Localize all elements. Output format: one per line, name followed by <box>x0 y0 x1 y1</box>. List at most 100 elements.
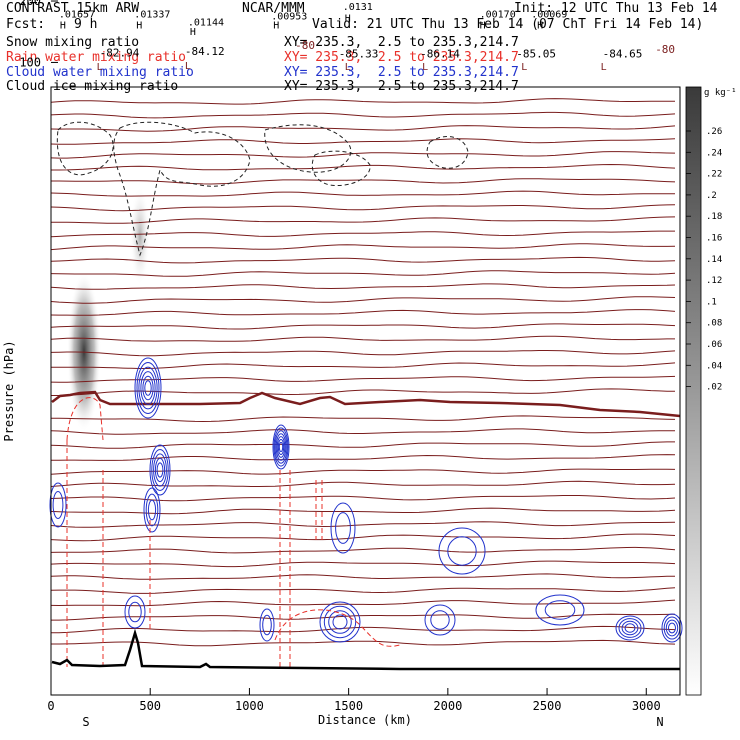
colorbar-gradient <box>685 86 702 696</box>
cloud-water-contour <box>438 527 486 575</box>
valid-time: Valid: 21 UTC Thu 13 Feb 14 (07 ChT Fri … <box>312 17 704 32</box>
model-title: CONTRAST 15km ARW <box>6 1 140 16</box>
x-tick-label: 500 <box>139 699 161 713</box>
isotherm <box>50 350 676 357</box>
field-xy-cloud-water: XY= 235.3, 2.5 to 235.3,214.7 <box>284 65 519 80</box>
colorbar-tick-label: .14 <box>706 255 722 265</box>
temperature-min-label: -85.05 <box>516 48 556 61</box>
x-tick-label: 1500 <box>334 699 363 713</box>
rain-contour <box>274 609 401 647</box>
organization-label: NCAR/MMM <box>242 1 305 16</box>
field-name-rain: Rain water mixing ratio <box>6 50 187 65</box>
isotherm <box>50 98 675 105</box>
field-xy-rain: XY= 235.3, 2.5 to 235.3,214.7 <box>284 50 519 65</box>
cloud-water-contour <box>259 608 275 642</box>
isotherm <box>51 216 676 224</box>
init-time: Init: 12 UTC Thu 13 Feb 14 <box>514 1 718 16</box>
isotherm-label: -80 <box>295 39 315 52</box>
isotherm <box>50 521 676 528</box>
cloud-ice-label: .00069 <box>531 10 567 21</box>
plot-frame <box>50 86 681 696</box>
cloud-water-contour <box>335 512 351 544</box>
cloud-water-contour <box>276 436 286 458</box>
extremum-mark: L <box>185 61 191 72</box>
temperature-isotherms <box>50 98 676 647</box>
temperature-min-label: -84.65 <box>603 48 643 61</box>
x-tick-label: 0 <box>47 699 54 713</box>
cloud-water-contour <box>424 604 456 636</box>
rain-water-contours <box>66 397 401 667</box>
field-name-cloud-water: Cloud water mixing ratio <box>6 65 194 80</box>
cloud-water-contour <box>128 601 142 623</box>
cloud-water-contour <box>124 595 146 629</box>
extremum-mark: H <box>345 13 351 24</box>
x-tick-label: 2000 <box>433 699 462 713</box>
isotherm <box>50 441 675 449</box>
colorbar-tick-label: .06 <box>706 340 722 350</box>
cloud-ice-label: .00953 <box>271 11 307 22</box>
cloud-water-contour <box>323 605 357 639</box>
isotherm <box>51 163 676 171</box>
colorbar-ticks: .26 .24 .22 .2 .18 .16 .14 .12 .1 .08 .06 .04 .02 <box>686 127 722 393</box>
colorbar-tick-label: .24 <box>706 148 722 158</box>
terrain-surface <box>51 628 680 671</box>
cloud-water-contours <box>49 357 683 643</box>
isotherm <box>50 296 676 304</box>
isotherm <box>51 639 676 647</box>
cloud-ice-label: .01657 <box>59 10 95 21</box>
cloud-water-contour <box>535 594 585 626</box>
extremum-mark: L <box>422 62 428 73</box>
zero-isotherm-line <box>51 390 681 418</box>
header: CONTRAST 15km ARW NCAR/MMM Init: 12 UTC … <box>0 0 740 96</box>
temperature-min-label: -84.12 <box>185 45 225 58</box>
cloud-water-contour <box>144 380 152 396</box>
cloud-water-contour <box>134 357 162 419</box>
terrain-line <box>51 628 680 671</box>
colorbar-tick-label: .26 <box>706 127 722 137</box>
isotherm <box>50 375 676 383</box>
cloud-ice-contours <box>56 121 469 257</box>
rain-contour <box>66 397 104 441</box>
isotherm <box>50 560 676 568</box>
cloud-water-contour <box>49 482 67 528</box>
cloud-water-contour <box>615 615 645 641</box>
temperature-min-label: -82.94 <box>100 46 140 59</box>
cloud-water-contour <box>277 439 285 455</box>
pressure-axis: 1002003004005006007008009001000 <box>19 0 58 69</box>
isotherm <box>50 468 676 475</box>
cloud-water-contour <box>52 491 64 519</box>
colorbar-tick-label: .08 <box>706 319 722 329</box>
isotherm <box>50 573 676 580</box>
cloud-water-contour <box>618 618 642 638</box>
colorbar-tick-label: .1 <box>706 297 717 307</box>
cloud-water-contour <box>330 502 356 554</box>
cloud-water-contour <box>143 487 161 533</box>
extremum-mark: H <box>537 21 543 32</box>
extremum-mark: L <box>521 62 527 73</box>
colorbar-tick-label: .02 <box>706 383 722 393</box>
extremum-mark: L <box>97 62 103 73</box>
cloud-water-contour <box>153 453 167 487</box>
cloud-water-contour <box>544 600 576 620</box>
extremum-mark: H <box>273 21 279 32</box>
isotherm <box>50 111 676 119</box>
cloud-ice-label: .01144 <box>188 18 224 29</box>
cloud-water-contour <box>332 614 348 630</box>
forecast-label: Fcst: <box>6 17 46 32</box>
cloud-water-contour <box>430 610 450 630</box>
isotherm <box>50 243 676 251</box>
cloud-ice-contour <box>56 121 114 176</box>
isotherm <box>50 495 676 502</box>
cloud-water-contour <box>621 620 639 636</box>
cloud-water-contour <box>145 493 159 527</box>
isotherm <box>50 507 676 515</box>
cloud-water-contour <box>147 499 157 521</box>
cloud-water-contour <box>151 449 169 491</box>
isotherm <box>50 283 676 290</box>
cloud-water-contour <box>661 613 683 643</box>
isotherm <box>50 190 675 197</box>
colorbar-tick-label: .22 <box>706 170 722 180</box>
cloud-water-contour <box>319 601 361 643</box>
isotherm <box>51 415 676 423</box>
